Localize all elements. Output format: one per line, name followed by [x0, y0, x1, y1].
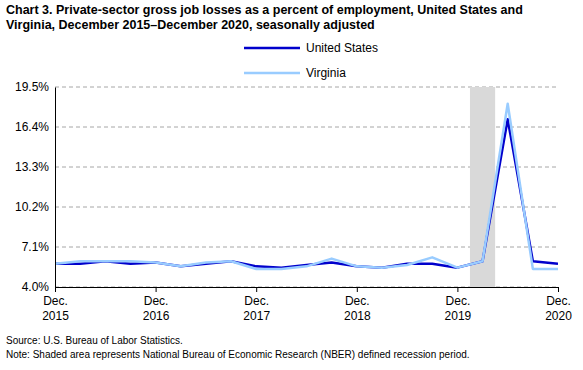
- x-tick-label: Dec.2016: [143, 294, 170, 324]
- plot: 4.0%7.1%10.2%13.3%16.4%19.5%Dec.2015Dec.…: [15, 80, 572, 323]
- legend-swatch: [244, 47, 300, 50]
- x-tick: Dec.2019: [445, 287, 472, 323]
- x-tick: Dec.2017: [243, 287, 270, 323]
- x-tick: Dec.2016: [143, 287, 170, 323]
- legend-item: United States: [244, 41, 378, 55]
- x-tick-label: Dec.2018: [344, 294, 371, 324]
- y-tick-label: 10.2%: [15, 200, 49, 214]
- y-tick: 19.5%: [15, 80, 55, 94]
- grid: [55, 87, 558, 287]
- y-tick-label: 7.1%: [22, 240, 50, 254]
- y-tick-label: 16.4%: [15, 120, 49, 134]
- x-tick-label: Dec.2019: [445, 294, 472, 324]
- x-tick-mark: [357, 287, 358, 292]
- x-tick-mark: [55, 287, 56, 292]
- x-tick-mark: [156, 287, 157, 292]
- x-tick: Dec.2018: [344, 287, 371, 323]
- legend-label: Virginia: [306, 66, 346, 80]
- y-tick: 4.0%: [22, 280, 55, 294]
- y-tick: 10.2%: [15, 200, 55, 214]
- x-tick: Dec.2020: [545, 287, 572, 323]
- y-tick: 16.4%: [15, 120, 55, 134]
- y-tick: 13.3%: [15, 160, 55, 174]
- y-tick: 7.1%: [22, 240, 55, 254]
- series-line: [55, 104, 558, 269]
- legend-item: Virginia: [244, 66, 346, 80]
- x-tick: Dec.2015: [42, 287, 69, 323]
- x-tick-mark: [256, 287, 257, 292]
- series-line: [55, 119, 558, 267]
- y-tick-label: 13.3%: [15, 160, 49, 174]
- legend: United States Virginia: [244, 41, 378, 80]
- y-tick-label: 4.0%: [22, 280, 50, 294]
- x-tick-label: Dec.2017: [243, 294, 270, 324]
- y-axis-line: [55, 88, 56, 288]
- source: Source: U.S. Bureau of Labor Statistics.: [6, 335, 183, 346]
- note: Note: Shaded area represents National Bu…: [6, 349, 470, 360]
- x-axis: Dec.2015 Dec.2016 Dec.2017 Dec.2018 Dec.2019…: [42, 287, 572, 323]
- title: Chart 3. Private-sector gross job losses…: [6, 3, 523, 32]
- legend-label: United States: [306, 41, 378, 55]
- x-tick-label: Dec.2020: [545, 294, 572, 324]
- y-axis: 4.0% 7.1% 10.2% 13.3% 16.4% 19.5%: [15, 80, 56, 294]
- x-tick-mark: [558, 287, 559, 292]
- x-tick-label: Dec.2015: [42, 294, 69, 324]
- x-tick-mark: [457, 287, 458, 292]
- legend-swatch: [244, 72, 300, 75]
- marks: [55, 87, 558, 287]
- y-tick-label: 19.5%: [15, 80, 49, 94]
- x-axis-line: [56, 288, 559, 293]
- chart: Chart 3. Private-sector gross job losses…: [0, 0, 583, 370]
